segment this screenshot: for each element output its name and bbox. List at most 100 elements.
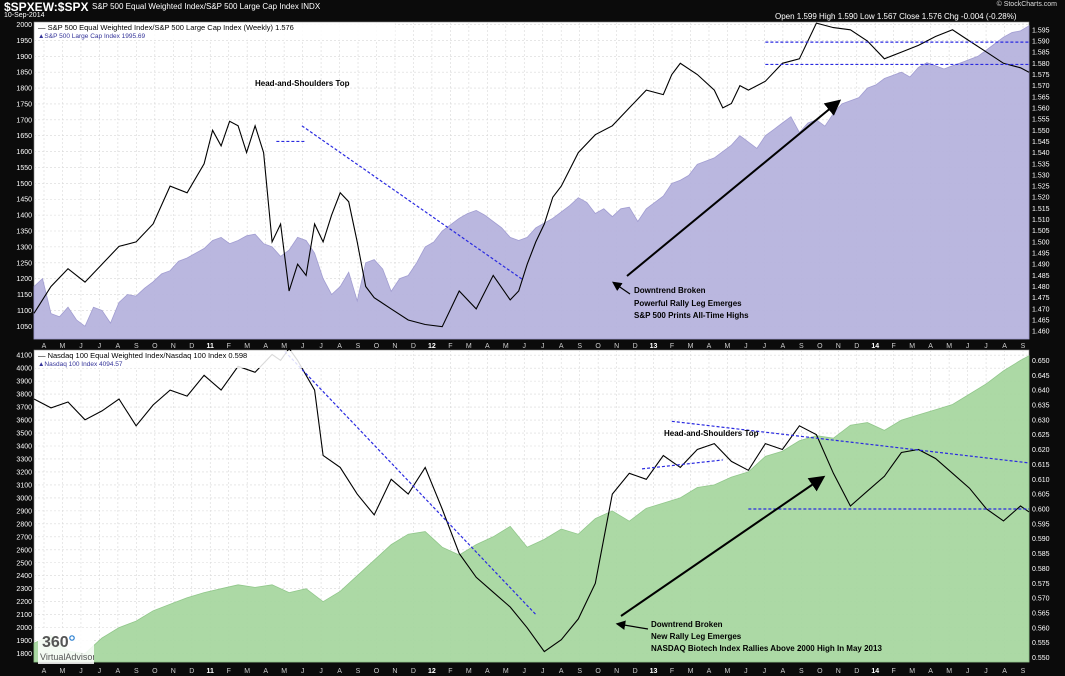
x-tick-label: J [541, 343, 545, 350]
x-tick-label: S [577, 668, 582, 675]
left-tick-label: 4100 [16, 353, 32, 360]
left-tick-label: 1900 [16, 638, 32, 645]
right-tick-label: 1.495 [1032, 251, 1050, 258]
series-area [33, 355, 1030, 663]
left-tick-label: 1250 [16, 260, 32, 267]
x-tick-label: 11 [207, 343, 215, 350]
x-tick-label: F [227, 668, 231, 675]
x-tick-label: A [42, 343, 47, 350]
legend-entry: — S&P 500 Equal Weighted Index/S&P 500 L… [38, 23, 294, 32]
right-tick-label: 1.510 [1032, 217, 1050, 224]
x-tick-label: A [263, 668, 268, 675]
right-tick-label: 0.640 [1032, 388, 1050, 395]
left-tick-label: 1150 [17, 292, 32, 299]
right-tick-label: 1.490 [1032, 262, 1050, 269]
right-tick-label: 0.620 [1032, 447, 1050, 454]
right-tick-label: 1.555 [1032, 117, 1050, 124]
x-tick-label: A [781, 668, 786, 675]
trendline [284, 351, 537, 615]
right-tick-label: 1.505 [1032, 228, 1050, 235]
left-tick-label: 3600 [16, 418, 32, 425]
x-tick-label: 13 [650, 343, 658, 350]
legend-box [35, 351, 395, 368]
x-tick-label: A [263, 343, 268, 350]
x-tick-label: J [523, 343, 527, 350]
right-tick-label: 0.635 [1032, 402, 1050, 409]
left-tick-label: 1650 [16, 133, 32, 140]
x-tick-label: 13 [650, 668, 658, 675]
x-tick-label: M [281, 668, 287, 675]
right-tick-label: 1.485 [1032, 273, 1050, 280]
left-tick-label: 2500 [16, 560, 32, 567]
rally-arrow [620, 475, 826, 617]
left-tick-label: 3900 [16, 379, 32, 386]
x-tick-label: J [966, 668, 970, 675]
x-tick-label: D [189, 343, 194, 350]
x-tick-label: M [466, 668, 472, 675]
left-tick-label: 1850 [16, 70, 32, 77]
x-tick-label: N [392, 343, 397, 350]
left-tick-label: 2700 [16, 534, 32, 541]
ohlc-readout: Open 1.599 High 1.590 Low 1.567 Close 1.… [775, 12, 1017, 21]
right-tick-label: 0.570 [1032, 596, 1050, 603]
right-tick-label: 0.645 [1032, 373, 1050, 380]
left-tick-label: 1200 [16, 276, 32, 283]
x-tick-label: A [559, 343, 564, 350]
x-tick-label: 12 [428, 343, 436, 350]
right-tick-label: 0.625 [1032, 432, 1050, 439]
x-tick-label: N [171, 343, 176, 350]
x-tick-label: 12 [428, 668, 436, 675]
left-tick-label: 1700 [16, 117, 32, 124]
x-tick-label: F [892, 668, 896, 675]
chart-date: 10-Sep-2014 [4, 12, 45, 19]
x-tick-label: A [707, 668, 712, 675]
x-tick-label: O [152, 343, 158, 350]
x-tick-label: A [116, 343, 121, 350]
x-tick-label: M [244, 668, 250, 675]
left-tick-label: 3400 [16, 444, 32, 451]
x-tick-label: S [1021, 343, 1026, 350]
x-tick-label: J [763, 343, 767, 350]
x-tick-label: D [854, 668, 859, 675]
left-tick-label: 2800 [16, 521, 32, 528]
right-tick-label: 1.595 [1032, 27, 1050, 34]
left-tick-label: 2200 [16, 599, 32, 606]
x-tick-label: A [116, 668, 121, 675]
x-tick-label: M [503, 668, 509, 675]
x-tick-label: J [301, 343, 305, 350]
virtual-advisor-logo: 360 VirtualAdvisor [38, 630, 95, 664]
rally-arrow [626, 99, 842, 277]
x-tick-label: A [485, 343, 490, 350]
legend-entry: — Nasdaq 100 Equal Weighted Index/Nasdaq… [38, 351, 247, 360]
left-tick-label: 3000 [16, 495, 32, 502]
chart-symbol: $SPXEW:$SPX [4, 0, 89, 14]
chart-annotation: S&P 500 Prints All-Time Highs [634, 311, 749, 320]
x-tick-label: M [60, 668, 66, 675]
right-tick-label: 0.610 [1032, 477, 1050, 484]
left-tick-label: 3500 [16, 431, 32, 438]
right-tick-label: 0.555 [1032, 640, 1050, 647]
x-tick-label: D [633, 343, 638, 350]
series-line [33, 347, 1030, 653]
left-tick-label: 2600 [16, 547, 32, 554]
x-tick-label: 11 [207, 668, 215, 675]
x-tick-label: M [725, 343, 731, 350]
left-tick-label: 3300 [16, 456, 32, 463]
chart-annotation: Head-and-Shoulders Top [664, 429, 759, 438]
x-tick-label: F [670, 343, 674, 350]
pointer-arrow [615, 620, 649, 630]
x-tick-label: O [152, 668, 158, 675]
series-area [33, 25, 1030, 340]
svg-text:360: 360 [42, 634, 69, 651]
x-tick-label: N [171, 668, 176, 675]
left-tick-label: 1300 [16, 244, 32, 251]
chart-annotation: Downtrend Broken [634, 286, 706, 295]
right-tick-label: 1.460 [1032, 329, 1050, 336]
right-tick-label: 0.600 [1032, 506, 1050, 513]
x-tick-label: A [928, 668, 933, 675]
x-tick-label: A [781, 343, 786, 350]
right-tick-label: 1.575 [1032, 72, 1050, 79]
left-tick-label: 2100 [16, 612, 32, 619]
x-tick-label: M [281, 343, 287, 350]
x-tick-label: J [301, 668, 305, 675]
